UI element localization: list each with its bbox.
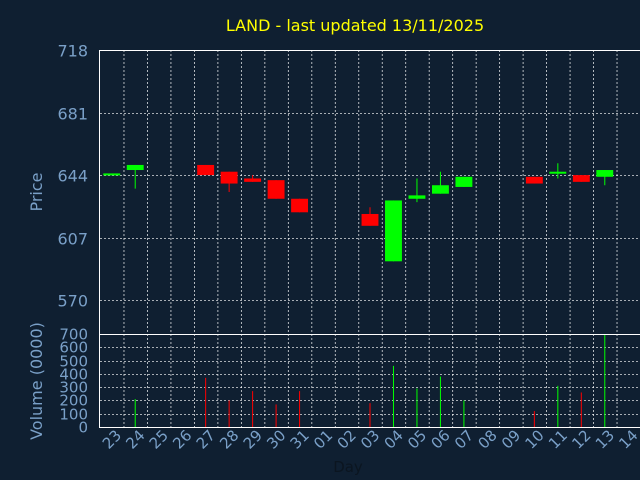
candle-down [244,178,262,182]
x-axis-label: Day [333,458,363,476]
volume-tick-label: 400 [59,366,88,384]
volume-axis-label: Volume (0000) [27,322,46,440]
volume-tick-label: 700 [59,326,88,344]
candle-down [291,198,309,213]
candle-down [361,213,379,226]
candle-up [431,185,449,194]
candle-down [220,171,238,184]
volume-tick-label: 500 [59,353,88,371]
candle-up [455,176,473,187]
x-tick-labels: 2324252627282930310102030405060708091011… [99,426,640,452]
candle-up [385,200,402,262]
volume-tick-label: 200 [59,392,88,410]
volume-bars [134,334,606,427]
volume-tick-label: 0 [78,419,88,437]
volume-tick-label: 100 [59,406,88,424]
candle-up [408,195,426,199]
candle-down [572,175,590,182]
price-tick-label: 570 [57,292,88,311]
price-tick-label: 644 [57,167,88,186]
price-candles [103,163,614,262]
candle-up [126,164,144,171]
price-tick-label: 607 [57,230,88,249]
candle-down [267,180,285,199]
price-tick-label: 718 [57,42,88,61]
candle-down [525,176,543,184]
volume-panel-frame [99,334,640,428]
candle-down [197,164,215,176]
candle-up [103,173,121,176]
volume-tick-label: 300 [59,379,88,397]
price-tick-labels: 718 681 644 607 570 [57,42,88,311]
volume-tick-label: 600 [59,339,88,357]
price-grid [100,50,640,334]
candle-up [596,170,614,177]
chart-title: LAND - last updated 13/11/2025 [226,16,484,35]
candle-up [549,171,567,174]
price-tick-label: 681 [57,105,88,124]
price-axis-label: Price [27,172,46,211]
